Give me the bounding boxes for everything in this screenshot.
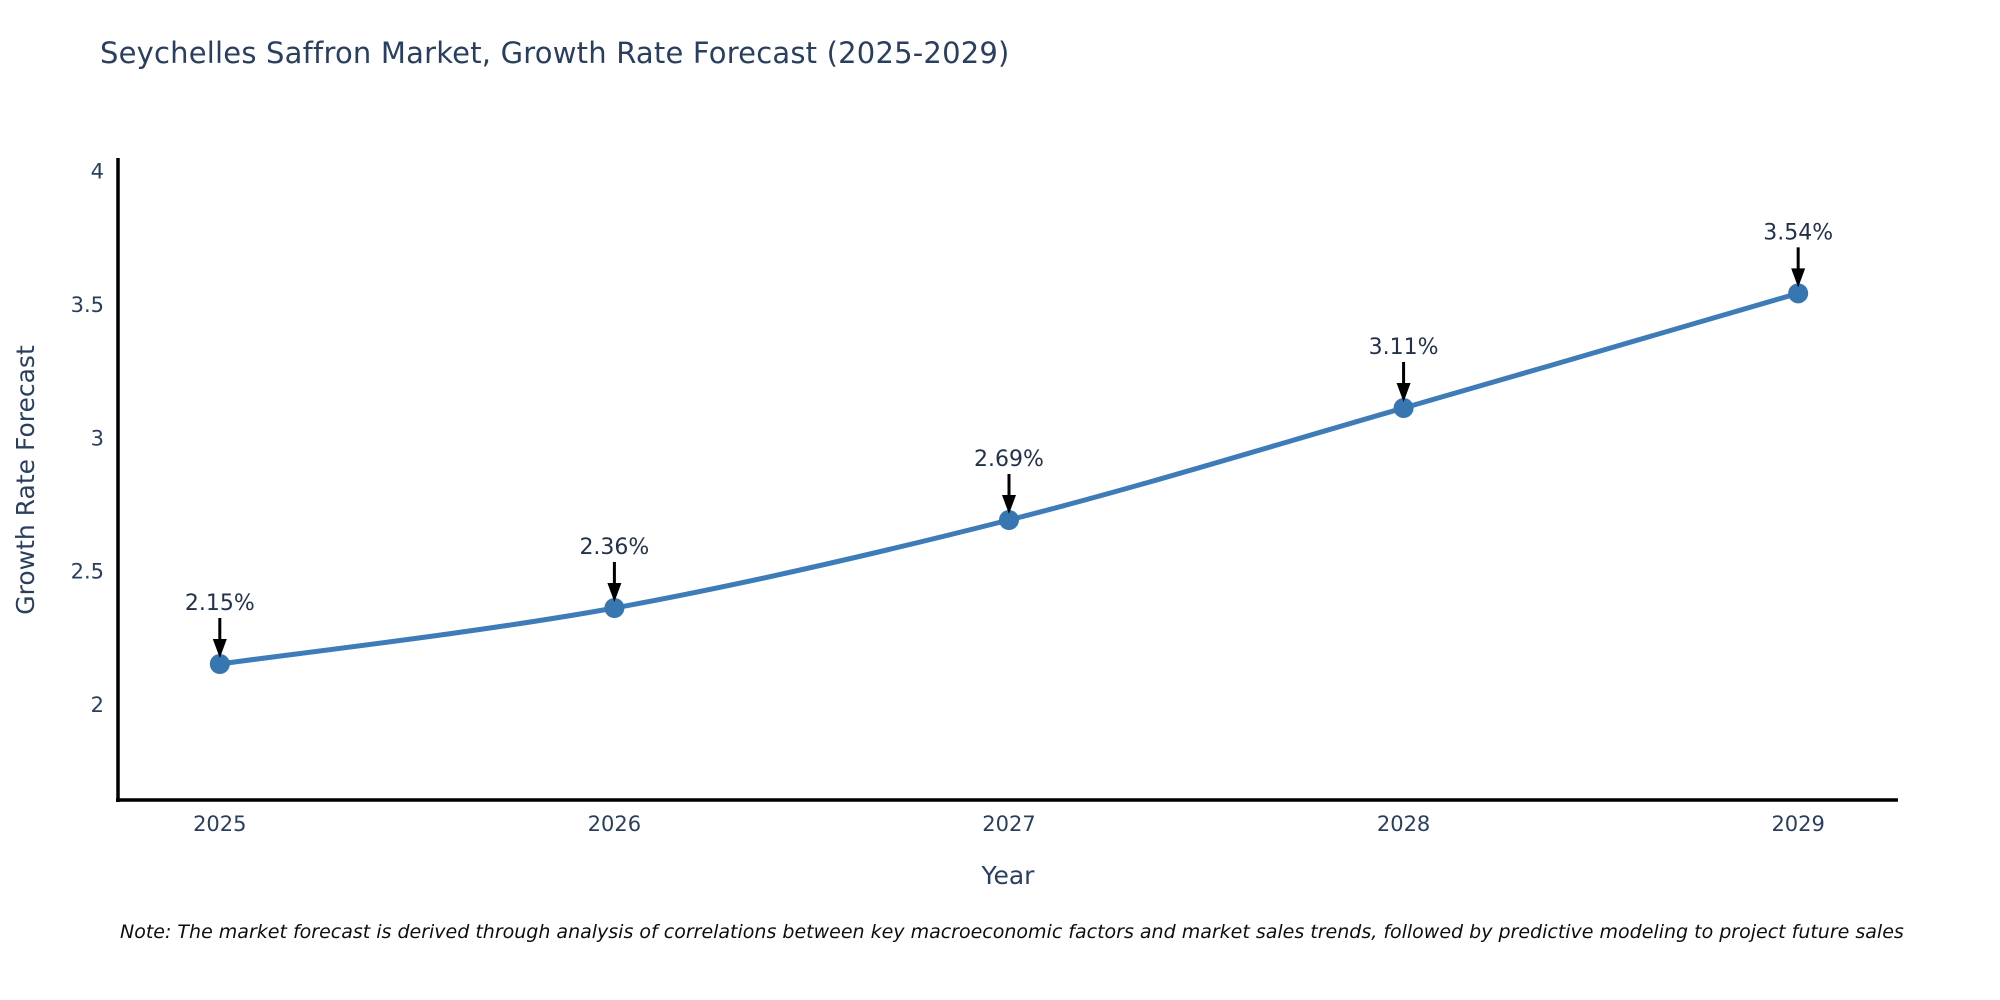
annotation-arrowhead-icon xyxy=(1791,268,1806,288)
data-point-label: 2.69% xyxy=(974,447,1044,472)
x-tick-label: 2028 xyxy=(1377,812,1430,836)
data-point xyxy=(604,598,625,618)
x-axis-title: Year xyxy=(981,861,1036,890)
y-tick-label: 3 xyxy=(91,426,104,450)
data-point xyxy=(209,654,230,674)
footnote: Note: The market forecast is derived thr… xyxy=(120,921,1904,943)
x-tick-label: 2025 xyxy=(193,812,246,836)
annotation-arrowhead-icon xyxy=(1396,383,1411,402)
annotation-arrowhead-icon xyxy=(212,639,227,658)
y-tick-label: 2 xyxy=(91,693,104,717)
x-tick-label: 2027 xyxy=(982,812,1035,836)
data-point xyxy=(998,510,1019,530)
chart-title: Seychelles Saffron Market, Growth Rate F… xyxy=(100,36,1010,70)
data-point xyxy=(1393,398,1414,418)
data-point-label: 2.15% xyxy=(185,591,255,616)
x-tick-label: 2029 xyxy=(1771,812,1824,836)
data-point-label: 2.36% xyxy=(579,535,649,560)
x-tick-label: 2026 xyxy=(588,812,641,836)
y-tick-label: 3.5 xyxy=(71,293,104,317)
y-tick-label: 4 xyxy=(91,160,104,184)
annotation-arrowhead-icon xyxy=(607,583,622,602)
data-point-label: 3.11% xyxy=(1369,335,1439,360)
data-point xyxy=(1788,283,1809,304)
y-axis-title: Growth Rate Forecast xyxy=(11,345,40,615)
annotation-arrowhead-icon xyxy=(1001,495,1016,514)
y-tick-label: 2.5 xyxy=(71,560,104,584)
data-point-label: 3.54% xyxy=(1763,220,1833,245)
